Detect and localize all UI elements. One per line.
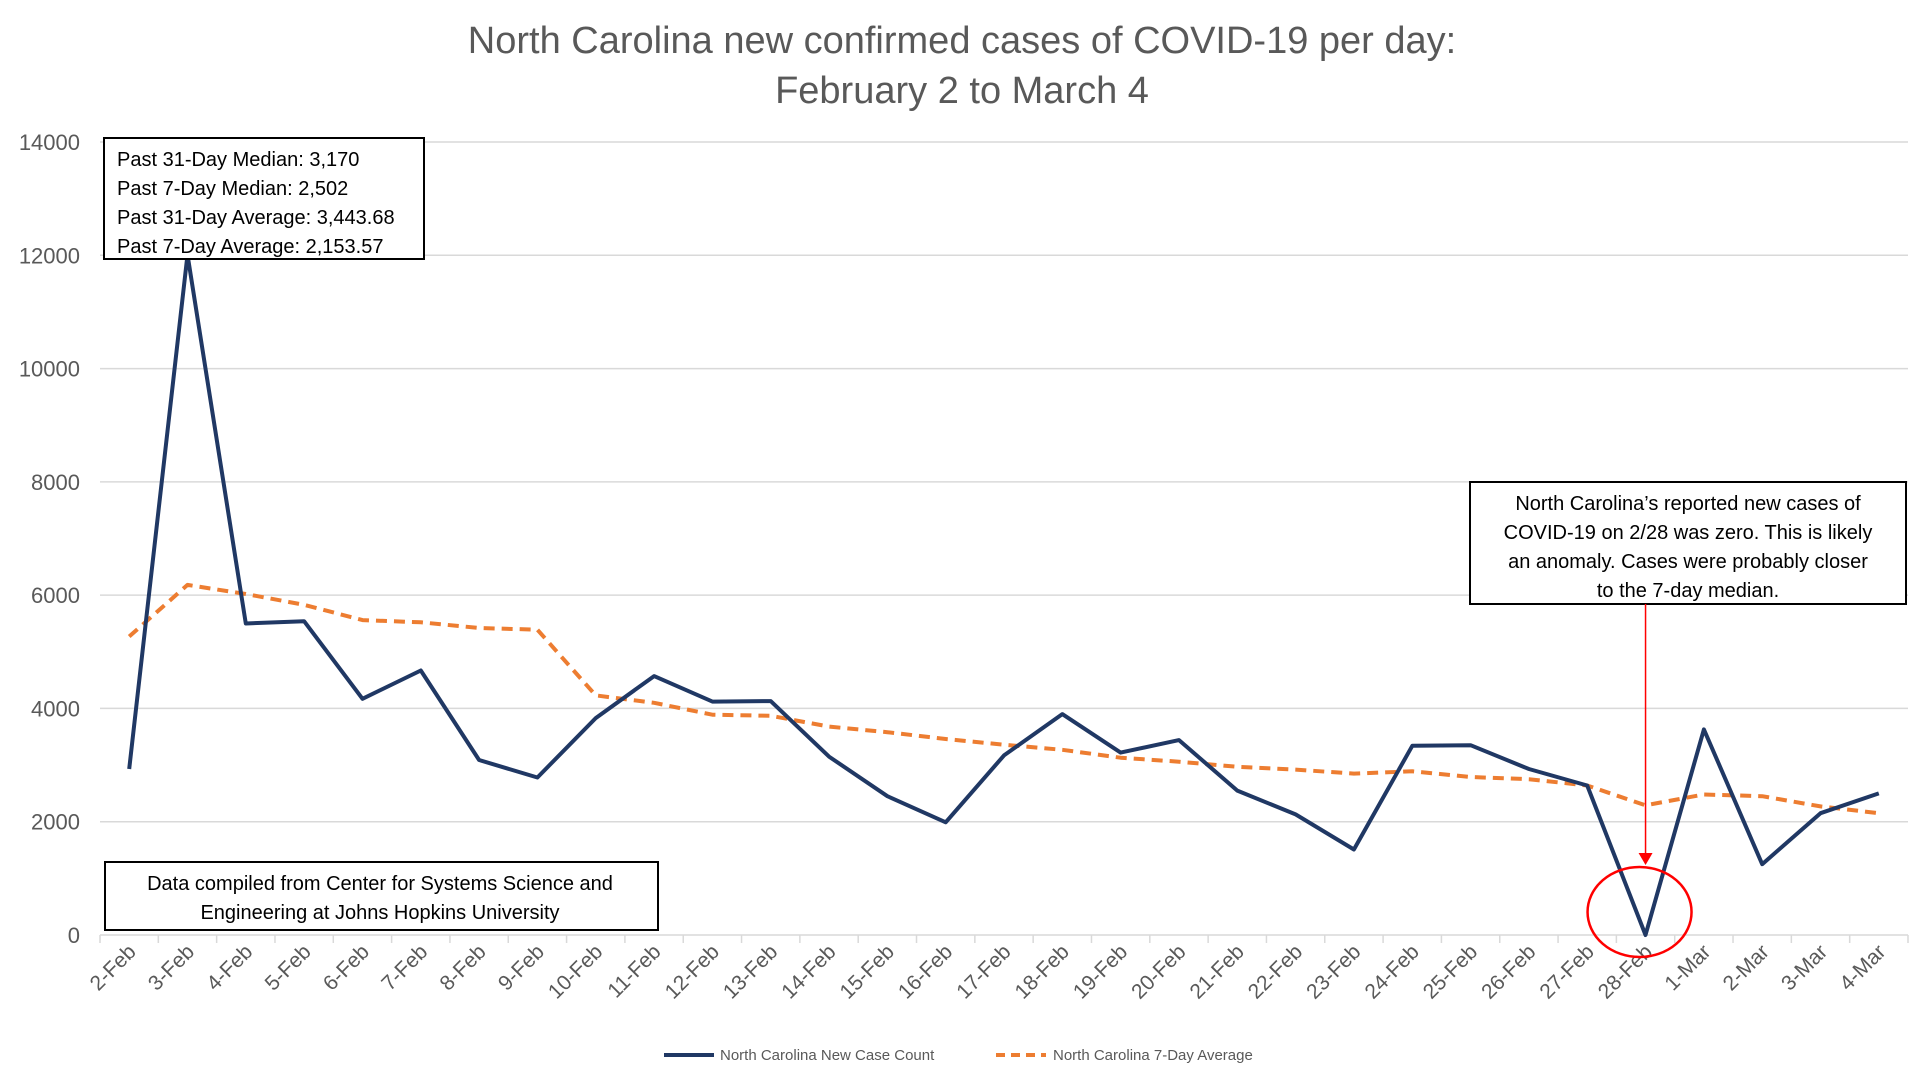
legend-label-7day-average: North Carolina 7-Day Average [1053,1047,1253,1064]
legend-label-case-count: North Carolina New Case Count [720,1047,935,1064]
x-tick-label: 25-Feb [1419,940,1482,1003]
y-tick-label: 8000 [31,470,80,495]
legend: North Carolina New Case Count North Caro… [664,1047,1253,1064]
x-tick-label: 27-Feb [1535,940,1598,1003]
anomaly-highlight [1586,604,1693,959]
x-tick-label: 12-Feb [661,940,724,1003]
stats-line: Past 31-Day Average: 3,443.68 [117,207,395,229]
x-tick-label: 19-Feb [1069,940,1132,1003]
x-tick-label: 11-Feb [603,940,665,1002]
x-tick-label: 24-Feb [1360,940,1423,1003]
note-line: to the 7-day median. [1597,580,1779,602]
note-line: an anomaly. Cases were probably closer [1508,551,1868,573]
source-line: Engineering at Johns Hopkins University [200,902,559,924]
y-tick-label: 0 [68,923,80,948]
source-line: Data compiled from Center for Systems Sc… [147,873,613,895]
x-tick-label: 9-Feb [494,940,549,995]
chart-title-line1: North Carolina new confirmed cases of CO… [468,20,1456,62]
stats-annotation-box: Past 31-Day Median: 3,170 Past 7-Day Med… [103,137,425,260]
x-tick-label: 26-Feb [1477,940,1540,1003]
y-tick-label: 10000 [19,357,80,382]
x-tick-label: 15-Feb [836,940,899,1003]
x-tick-label: 3-Mar [1777,940,1832,995]
x-tick-label: 20-Feb [1127,940,1190,1003]
x-axis-ticks: 2-Feb 3-Feb 4-Feb 5-Feb 6-Feb 7-Feb 8-Feb 9-Feb… [86,935,1909,1004]
x-tick-label: 8-Feb [436,940,491,995]
series-layer [127,252,1880,937]
stats-line: Past 31-Day Median: 3,170 [117,149,359,171]
source-annotation-box: Data compiled from Center for Systems Sc… [104,861,659,931]
x-tick-label: 21-Feb [1186,940,1249,1003]
y-tick-label: 2000 [31,810,80,835]
x-tick-label: 4-Feb [202,940,257,995]
y-tick-label: 12000 [19,243,80,268]
stats-line: Past 7-Day Median: 2,502 [117,178,348,200]
x-tick-label: 16-Feb [894,940,957,1003]
highlight-arrow-head [1638,853,1653,865]
x-tick-label: 7-Feb [377,940,432,995]
x-tick-label: 18-Feb [1011,940,1074,1003]
x-tick-label: 6-Feb [319,940,374,995]
x-tick-label: 10-Feb [544,940,607,1003]
highlight-circle [1586,865,1693,959]
y-tick-label: 6000 [31,583,80,608]
x-tick-label: 13-Feb [719,940,782,1003]
chart-title-line2: February 2 to March 4 [775,70,1149,112]
x-tick-label: 28-Feb [1594,940,1657,1003]
note-box-frame [1469,481,1907,605]
series-line-new-case-count [127,252,1880,937]
source-box-frame [104,861,659,931]
x-tick-label: 17-Feb [952,940,1015,1003]
note-line: COVID-19 on 2/28 was zero. This is likel… [1504,522,1873,544]
anomaly-note-box: North Carolina’s reported new cases of C… [1469,481,1907,605]
y-tick-label: 4000 [31,696,80,721]
x-tick-label: 22-Feb [1244,940,1307,1003]
x-tick-label: 3-Feb [144,940,199,995]
x-tick-label: 23-Feb [1302,940,1365,1003]
y-tick-label: 14000 [19,130,80,155]
stats-line: Past 7-Day Average: 2,153.57 [117,236,383,258]
note-line: North Carolina’s reported new cases of [1515,493,1861,515]
y-axis-ticks: 0 2000 4000 6000 8000 10000 12000 14000 [19,130,80,948]
stats-box-frame [103,137,425,260]
x-tick-label: 5-Feb [261,940,316,995]
x-tick-label: 14-Feb [777,940,840,1003]
x-tick-label: 2-Mar [1719,940,1774,995]
x-tick-label: 4-Mar [1835,940,1890,995]
x-tick-label: 2-Feb [86,940,141,995]
series-line-7day-average [127,582,1880,816]
